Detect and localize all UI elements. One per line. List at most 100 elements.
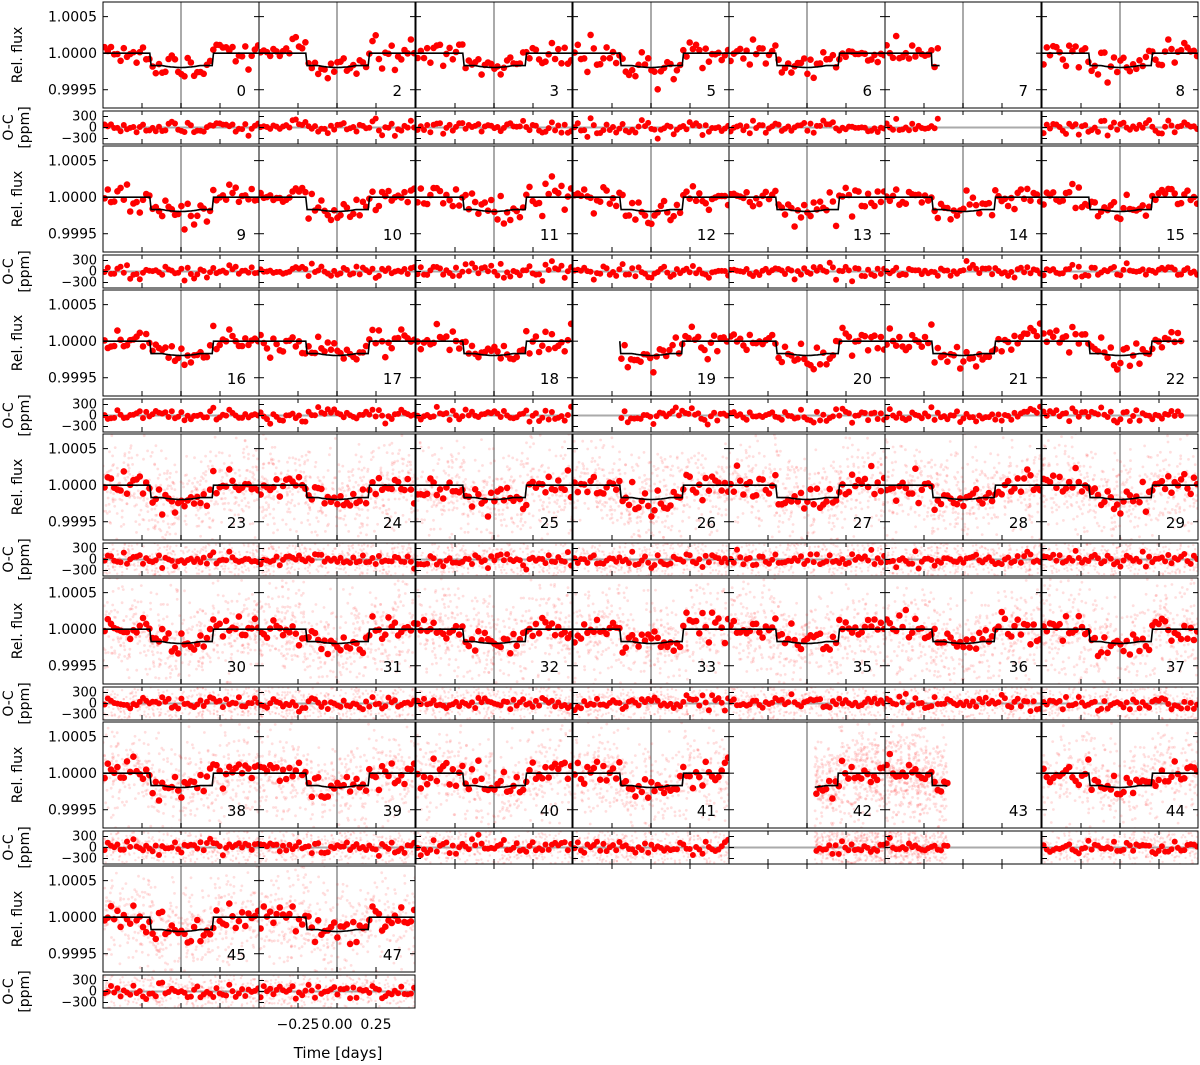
raw-residual-point	[126, 554, 129, 557]
raw-point	[494, 517, 497, 520]
binned-residual-point	[820, 411, 827, 418]
binned-point	[401, 188, 408, 196]
flux-plot-18	[416, 290, 572, 396]
raw-residual-point	[333, 547, 336, 550]
raw-point	[562, 508, 566, 512]
raw-point	[391, 468, 395, 472]
raw-point	[262, 477, 266, 481]
raw-point	[420, 518, 424, 521]
binned-residual-point	[1149, 123, 1156, 130]
binned-residual-point	[647, 413, 654, 420]
raw-residual-point	[401, 573, 405, 576]
flux-plot-9	[103, 146, 259, 252]
raw-residual-point	[156, 570, 160, 573]
binned-point	[654, 209, 661, 216]
raw-residual-point	[137, 561, 140, 564]
raw-residual-point	[316, 548, 320, 551]
raw-point	[116, 472, 120, 476]
binned-point	[187, 359, 195, 366]
raw-point	[431, 492, 434, 496]
binned-residual-point	[1085, 272, 1092, 279]
binned-residual-point	[807, 120, 814, 127]
binned-residual-point	[1066, 266, 1073, 272]
binned-residual-point	[255, 559, 259, 566]
residual-y-axis-label: O-C	[1, 402, 17, 428]
raw-residual-point	[361, 571, 364, 574]
raw-point	[539, 498, 542, 502]
binned-residual-point	[305, 273, 312, 279]
binned-point	[710, 332, 718, 340]
binned-point	[487, 60, 495, 68]
binned-point	[497, 192, 505, 200]
binned-point	[375, 474, 383, 482]
binned-residual-point	[651, 126, 658, 133]
raw-point	[471, 480, 475, 484]
binned-point	[216, 341, 223, 349]
raw-point	[237, 503, 241, 507]
raw-point	[346, 484, 349, 488]
raw-point	[362, 475, 366, 479]
binned-point	[892, 186, 900, 193]
binned-point	[388, 42, 396, 49]
binned-point	[1011, 205, 1018, 213]
binned-point	[963, 348, 970, 356]
raw-point	[481, 464, 484, 467]
binned-residual-point	[737, 122, 744, 129]
binned-residual-point	[871, 272, 878, 279]
binned-residual-point	[366, 124, 373, 131]
raw-point	[273, 445, 277, 449]
transit-model-curve	[729, 52, 885, 69]
residual-y-axis-label: O-C	[1, 546, 17, 572]
binned-residual-point	[855, 265, 862, 272]
raw-point	[546, 523, 549, 526]
binned-point	[985, 353, 993, 361]
binned-residual-point	[545, 267, 552, 273]
raw-point	[366, 508, 370, 512]
flux-tick-label: 1.0000	[48, 478, 97, 494]
raw-point	[108, 510, 111, 513]
residual-plot-8	[1042, 117, 1198, 139]
raw-point	[198, 483, 202, 486]
binned-residual-point	[603, 265, 610, 272]
binned-residual-point	[516, 123, 523, 130]
binned-point	[1069, 323, 1076, 331]
raw-point	[462, 480, 465, 484]
binned-point	[539, 212, 546, 220]
binned-residual-point	[356, 558, 363, 565]
raw-residual-point	[338, 564, 341, 567]
binned-residual-point	[379, 132, 386, 139]
binned-residual-point	[685, 410, 692, 417]
raw-residual-point	[270, 545, 273, 549]
raw-residual-point	[214, 543, 218, 546]
binned-residual-point	[989, 411, 996, 418]
binned-residual-point	[356, 271, 363, 278]
raw-point	[171, 481, 175, 485]
binned-point	[807, 56, 814, 63]
raw-point	[233, 471, 237, 475]
raw-residual-point	[347, 544, 350, 548]
raw-point	[224, 471, 228, 475]
raw-point	[315, 533, 319, 537]
raw-point	[228, 454, 232, 458]
raw-point	[347, 475, 351, 479]
binned-point	[1072, 43, 1079, 50]
binned-residual-point	[456, 272, 463, 279]
binned-point	[497, 71, 505, 78]
raw-point	[142, 498, 146, 502]
binned-residual-point	[200, 554, 207, 561]
binned-residual-point	[590, 122, 597, 129]
binned-point	[197, 499, 204, 507]
raw-point	[286, 486, 290, 490]
binned-residual-point	[449, 273, 456, 279]
binned-residual-point	[723, 412, 729, 419]
binned-point	[810, 199, 817, 206]
binned-residual-point	[1024, 264, 1031, 271]
raw-point	[242, 447, 246, 451]
raw-point	[563, 499, 566, 502]
binned-point	[953, 212, 961, 219]
binned-point	[606, 54, 614, 62]
raw-point	[412, 509, 415, 513]
raw-point	[562, 471, 566, 475]
raw-residual-point	[483, 549, 486, 552]
